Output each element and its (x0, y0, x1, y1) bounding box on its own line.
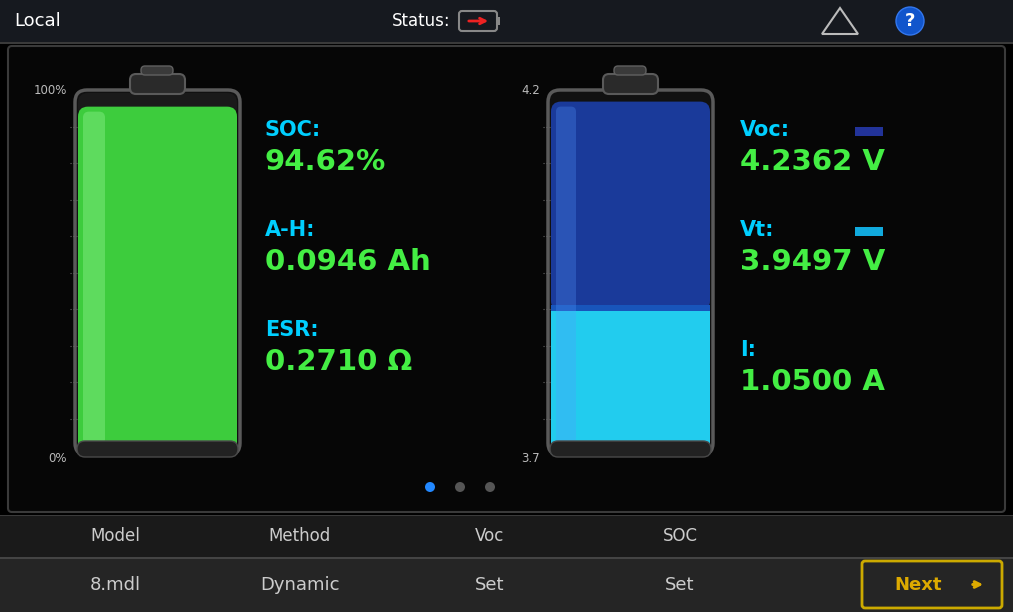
Text: 0.2710 Ω: 0.2710 Ω (265, 348, 412, 376)
Text: ?: ? (905, 12, 915, 30)
FancyBboxPatch shape (551, 102, 710, 311)
Text: Set: Set (666, 575, 695, 594)
FancyBboxPatch shape (548, 90, 713, 455)
FancyBboxPatch shape (862, 561, 1002, 608)
FancyBboxPatch shape (83, 111, 105, 445)
Bar (0, 515, 1013, 557)
Bar (855, 127, 883, 136)
Text: 100%: 100% (33, 83, 67, 97)
FancyBboxPatch shape (614, 66, 646, 75)
Text: I:: I: (741, 340, 756, 360)
Circle shape (485, 482, 495, 492)
FancyBboxPatch shape (141, 66, 173, 75)
Bar (0, 557, 1013, 612)
Bar (855, 227, 883, 236)
Text: Next: Next (894, 575, 942, 594)
FancyBboxPatch shape (603, 74, 658, 94)
FancyBboxPatch shape (75, 90, 240, 455)
Circle shape (897, 7, 924, 35)
Text: SOC:: SOC: (265, 120, 321, 140)
Text: SOC: SOC (663, 527, 698, 545)
Text: Model: Model (90, 527, 140, 545)
Text: Local: Local (14, 12, 61, 30)
FancyBboxPatch shape (78, 106, 237, 452)
Bar (0, 557, 1013, 559)
Bar (0, 0, 1013, 42)
Text: Method: Method (268, 527, 331, 545)
Text: 8.mdl: 8.mdl (89, 575, 141, 594)
FancyBboxPatch shape (550, 441, 711, 457)
Text: 0.0946 Ah: 0.0946 Ah (265, 248, 431, 276)
FancyBboxPatch shape (77, 441, 238, 457)
Bar (551, 305, 710, 311)
FancyBboxPatch shape (556, 106, 576, 443)
Text: 0%: 0% (49, 452, 67, 465)
Bar (0, 515, 1013, 516)
Circle shape (455, 482, 465, 492)
Text: Dynamic: Dynamic (260, 575, 339, 594)
Text: Vt:: Vt: (741, 220, 775, 240)
Text: 4.2362 V: 4.2362 V (741, 148, 885, 176)
Circle shape (425, 482, 435, 492)
Bar (551, 308, 710, 455)
Text: 3.7: 3.7 (522, 452, 540, 465)
Text: 94.62%: 94.62% (265, 148, 386, 176)
Text: A-H:: A-H: (265, 220, 315, 240)
Text: 4.2: 4.2 (522, 83, 540, 97)
Text: 1.0500 A: 1.0500 A (741, 368, 885, 396)
Text: Voc: Voc (475, 527, 504, 545)
FancyBboxPatch shape (130, 74, 185, 94)
Text: Status:: Status: (392, 12, 451, 30)
Text: Voc:: Voc: (741, 120, 790, 140)
FancyBboxPatch shape (78, 93, 237, 118)
Text: ESR:: ESR: (265, 320, 319, 340)
Bar (0, 42, 1013, 44)
FancyBboxPatch shape (8, 46, 1005, 512)
Text: 3.9497 V: 3.9497 V (741, 248, 885, 276)
Text: Set: Set (475, 575, 504, 594)
Bar (496, 17, 500, 25)
